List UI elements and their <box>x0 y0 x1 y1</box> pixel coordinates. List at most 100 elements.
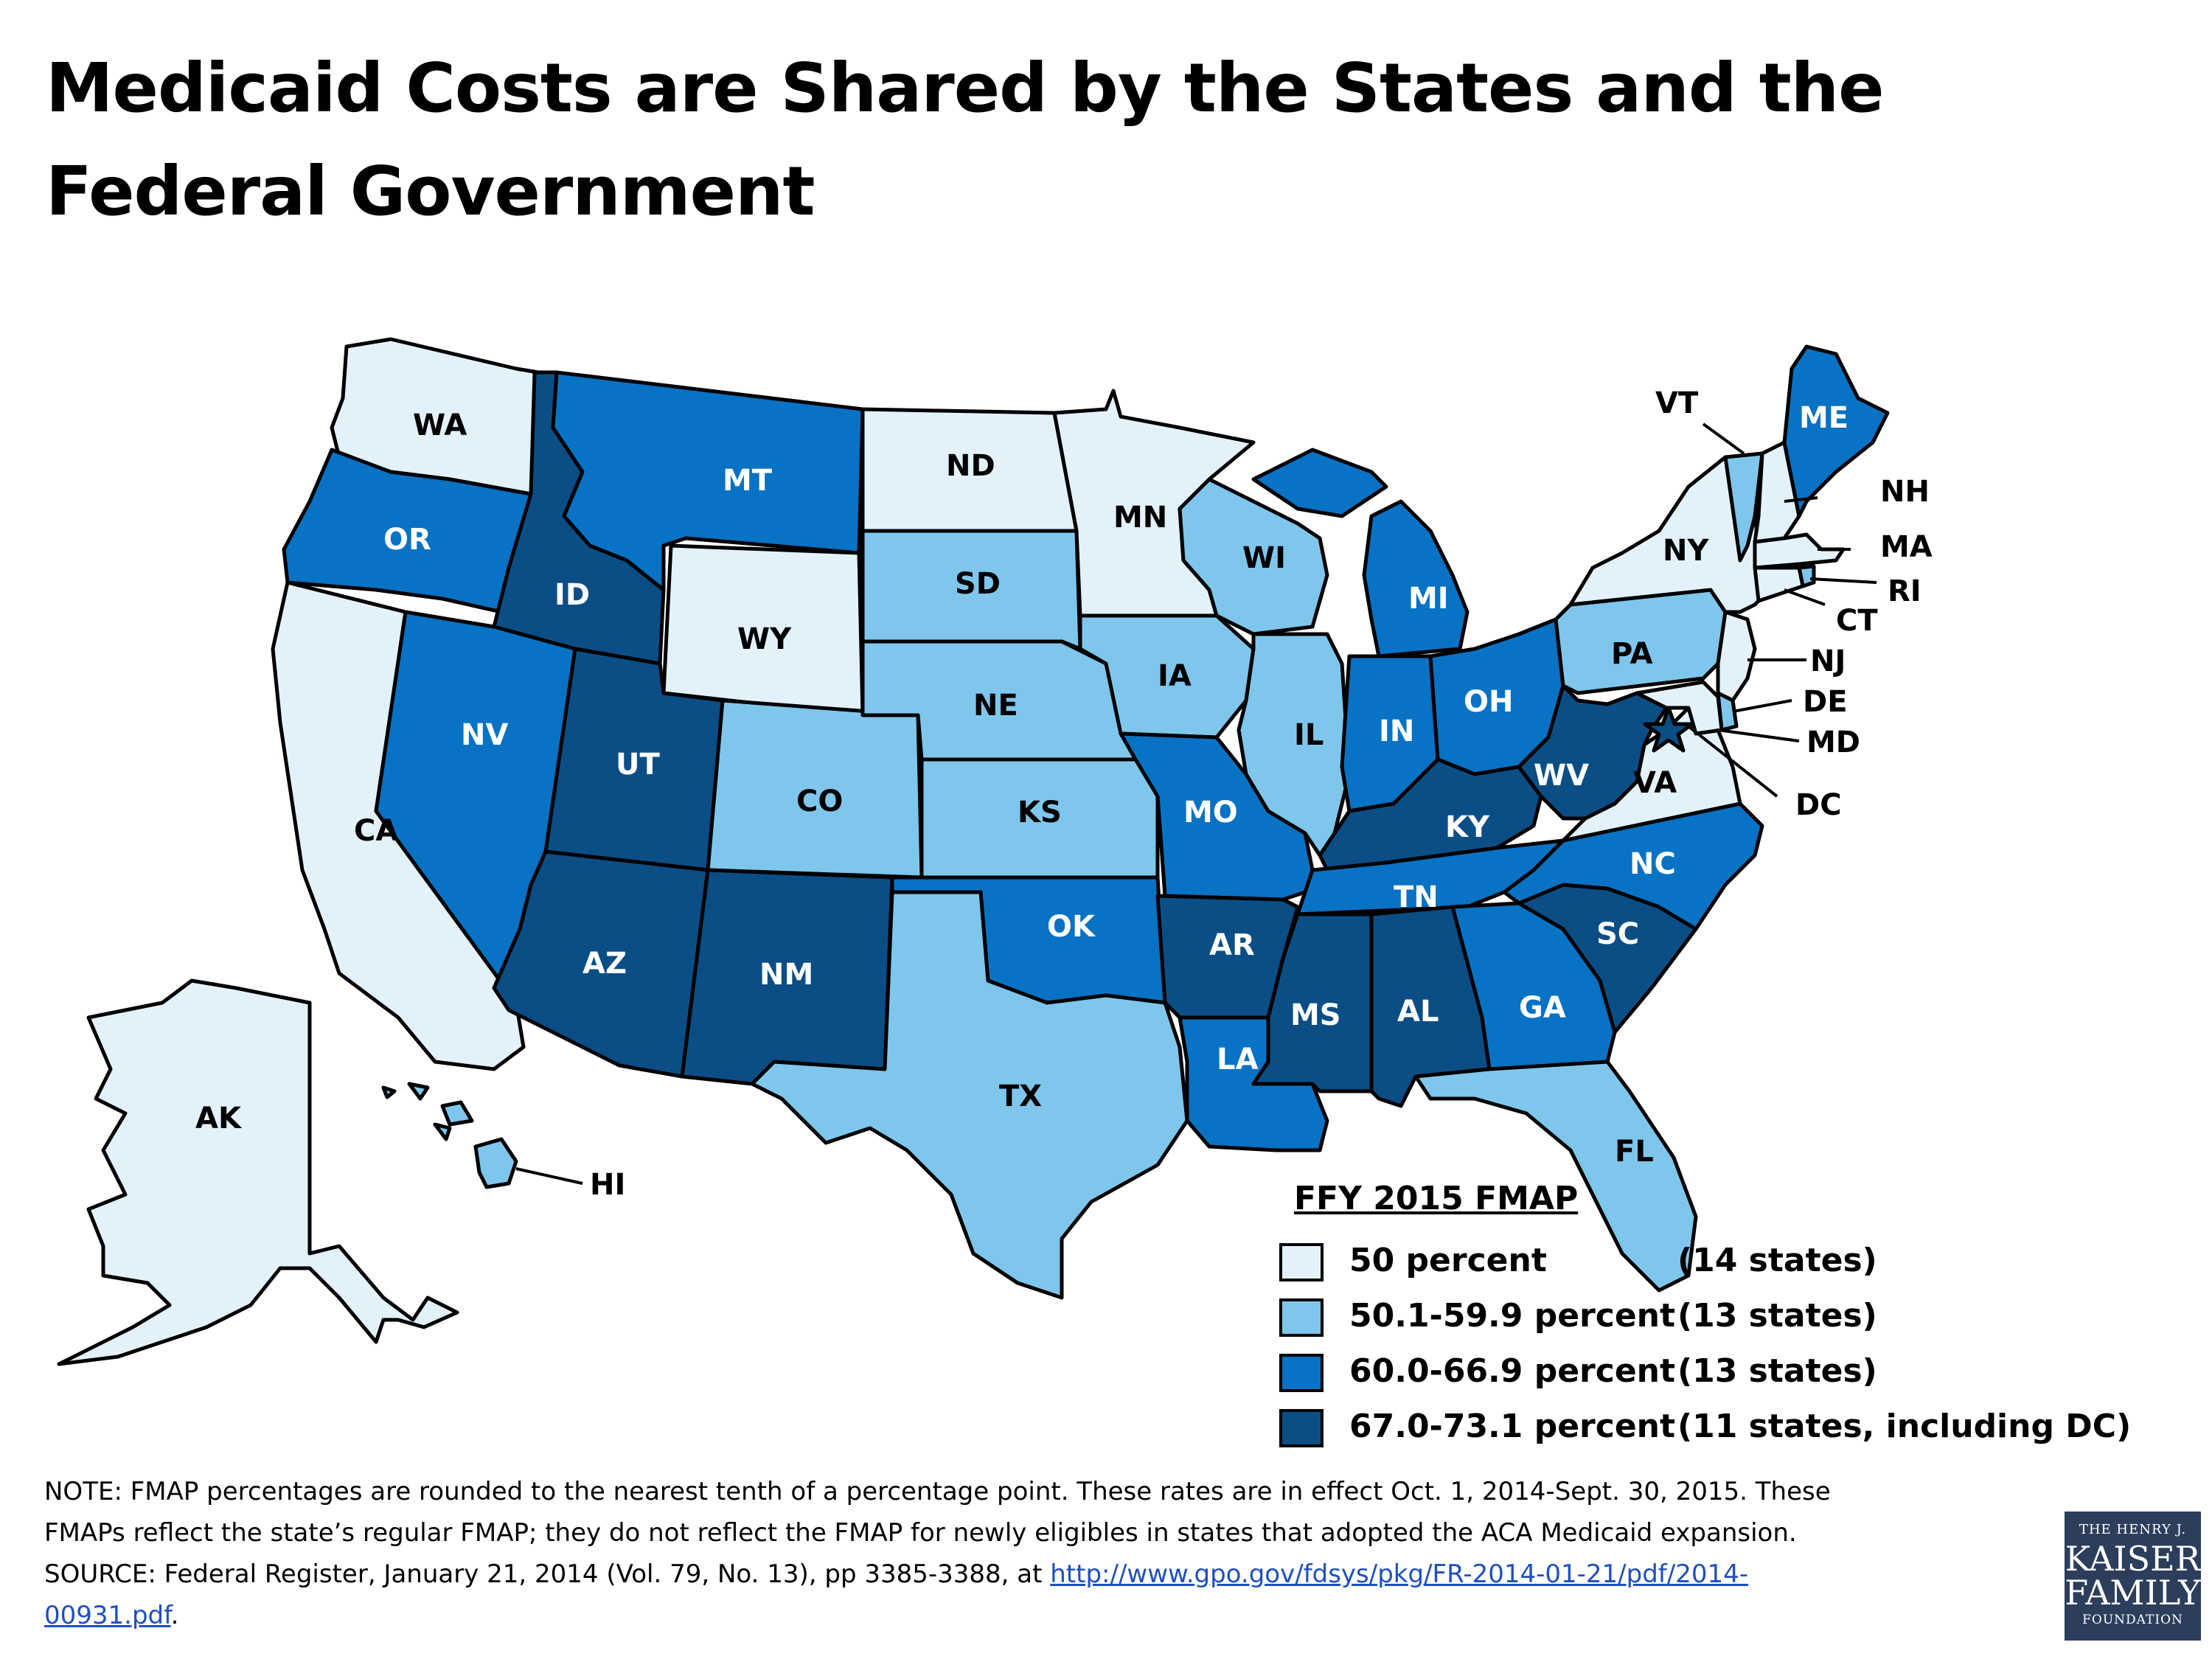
note-line-3: SOURCE: Federal Register, January 21, 20… <box>44 1554 2020 1595</box>
label-TX: TX <box>999 1079 1042 1113</box>
legend-swatch-3 <box>1279 1354 1324 1392</box>
state-MA[interactable] <box>1753 532 1846 570</box>
label-PA: PA <box>1611 637 1653 671</box>
label-WV: WV <box>1534 759 1589 793</box>
label-OR: OR <box>383 523 431 557</box>
footnote: NOTE: FMAP percentages are rounded to th… <box>44 1471 2020 1636</box>
label-CT: CT <box>1836 604 1878 638</box>
label-DC: DC <box>1795 788 1842 822</box>
label-GA: GA <box>1519 991 1566 1025</box>
source-link-cont[interactable]: 00931.pdf <box>44 1601 171 1630</box>
label-MT: MT <box>723 464 773 498</box>
legend-row-3: 60.0-66.9 percent (13 states) <box>1279 1349 2201 1394</box>
label-NJ: NJ <box>1810 644 1846 678</box>
state-OR[interactable] <box>282 448 533 614</box>
source-text: SOURCE: Federal Register, January 21, 20… <box>44 1559 1051 1589</box>
legend-row-4: 67.0-73.1 percent (11 states, including … <box>1279 1405 2201 1449</box>
label-IL: IL <box>1294 718 1324 752</box>
note-period: . <box>170 1601 179 1630</box>
label-MI: MI <box>1408 582 1449 616</box>
kff-logo: THE HENRY J. KAISER FAMILY FOUNDATION <box>2065 1512 2201 1641</box>
label-AK: AK <box>195 1102 243 1135</box>
label-ND: ND <box>946 449 995 483</box>
label-NE: NE <box>973 689 1018 723</box>
state-KS[interactable] <box>919 757 1160 880</box>
label-KY: KY <box>1445 810 1490 844</box>
label-leaders <box>515 422 1877 1185</box>
label-ME: ME <box>1799 401 1848 435</box>
note-line-2: FMAPs reflect the state’s regular FMAP; … <box>44 1518 1797 1548</box>
label-OK: OK <box>1047 910 1096 944</box>
legend-count-3: (13 states) <box>1677 1352 1877 1390</box>
label-RI: RI <box>1888 574 1921 608</box>
label-MD: MD <box>1806 726 1860 759</box>
legend-range-4: 67.0-73.1 percent <box>1349 1408 1676 1445</box>
label-KS: KS <box>1018 796 1062 830</box>
label-NC: NC <box>1630 847 1676 881</box>
state-WI[interactable] <box>1178 477 1329 636</box>
label-MN: MN <box>1113 501 1167 535</box>
state-MT[interactable] <box>551 370 865 592</box>
label-WA: WA <box>413 408 467 442</box>
legend-swatch-2 <box>1279 1298 1324 1337</box>
label-MA: MA <box>1880 530 1933 564</box>
label-IN: IN <box>1379 714 1414 748</box>
state-VT[interactable] <box>1723 451 1764 563</box>
label-SD: SD <box>955 567 1001 601</box>
state-ME[interactable] <box>1782 344 1890 518</box>
state-AK[interactable] <box>57 978 459 1366</box>
label-AL: AL <box>1397 995 1439 1029</box>
label-WI: WI <box>1242 541 1286 575</box>
legend-swatch-4 <box>1279 1409 1324 1447</box>
state-CT[interactable] <box>1753 566 1805 603</box>
legend-count-2: (13 states) <box>1677 1297 1877 1335</box>
label-HI: HI <box>590 1168 625 1202</box>
legend: FFY 2015 FMAP 50 percent (14 states) 50.… <box>1279 1180 2201 1460</box>
state-HI[interactable] <box>381 1082 518 1189</box>
label-DE: DE <box>1803 685 1848 719</box>
state-NJ[interactable] <box>1716 610 1757 703</box>
legend-range-1: 50 percent <box>1349 1242 1547 1279</box>
legend-range-2: 50.1-59.9 percent <box>1349 1297 1676 1335</box>
label-NM: NM <box>759 958 813 992</box>
label-NV: NV <box>461 718 508 752</box>
logo-line-1: THE HENRY J. <box>2079 1522 2187 1537</box>
note-line-4: 00931.pdf. <box>44 1595 2020 1636</box>
logo-line-4: FOUNDATION <box>2082 1613 2183 1627</box>
label-FL: FL <box>1615 1135 1654 1169</box>
label-UT: UT <box>616 748 660 782</box>
legend-count-4: (11 states, including DC) <box>1677 1408 2132 1445</box>
logo-line-3: FAMILY <box>2065 1573 2201 1613</box>
legend-count-1: (14 states) <box>1677 1242 1877 1279</box>
legend-swatch-1 <box>1279 1243 1324 1281</box>
state-FL[interactable] <box>1413 1060 1698 1293</box>
label-AZ: AZ <box>582 947 627 981</box>
label-TN: TN <box>1394 880 1439 914</box>
label-VT: VT <box>1655 386 1699 420</box>
state-DC[interactable] <box>1643 706 1694 753</box>
label-CO: CO <box>796 785 843 818</box>
state-IL[interactable] <box>1237 632 1352 858</box>
label-NH: NH <box>1880 475 1930 509</box>
label-VA: VA <box>1633 766 1677 800</box>
legend-row-2: 50.1-59.9 percent (13 states) <box>1279 1294 2201 1338</box>
label-MS: MS <box>1290 998 1341 1032</box>
label-IA: IA <box>1158 659 1192 693</box>
legend-title: FFY 2015 FMAP <box>1294 1180 1579 1217</box>
label-NY: NY <box>1663 534 1709 568</box>
label-ID: ID <box>554 578 590 612</box>
logo-line-2: KAISER <box>2065 1539 2201 1579</box>
label-LA: LA <box>1217 1043 1258 1077</box>
state-MI[interactable] <box>1251 448 1470 658</box>
label-WY: WY <box>737 622 792 656</box>
label-MO: MO <box>1183 796 1238 830</box>
source-link[interactable]: http://www.gpo.gov/fdsys/pkg/FR-2014-01-… <box>1050 1559 1749 1589</box>
label-AR: AR <box>1209 928 1255 962</box>
state-TX[interactable] <box>750 890 1189 1300</box>
label-OH: OH <box>1464 685 1513 719</box>
legend-range-3: 60.0-66.9 percent <box>1349 1352 1676 1390</box>
label-SC: SC <box>1596 917 1639 951</box>
page-title: Medicaid Costs are Shared by the States … <box>46 49 1885 231</box>
label-CA: CA <box>354 814 398 848</box>
